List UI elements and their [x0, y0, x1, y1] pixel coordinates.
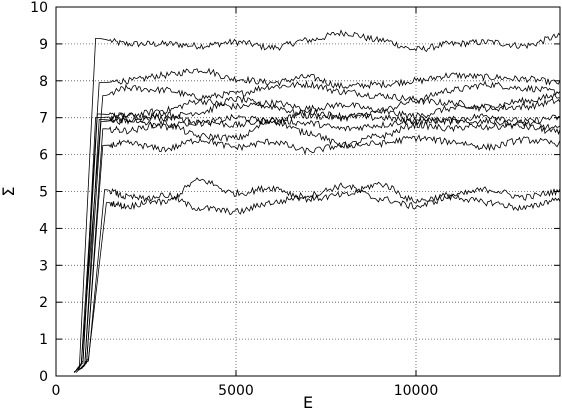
y-axis-label: Σ	[0, 186, 18, 196]
x-tick-label: 10000	[394, 383, 439, 399]
y-tick-label: 10	[30, 0, 48, 16]
x-tick-label: 0	[52, 383, 61, 399]
ticks	[55, 6, 560, 377]
tick-labels: 0 1 2 3 4 5 6 7 8 9 10 0 5000 10000	[30, 0, 438, 399]
y-tick-label: 0	[39, 369, 48, 385]
series-line	[75, 80, 561, 371]
series-line	[73, 67, 561, 372]
y-tick-label: 9	[39, 37, 48, 53]
y-tick-label: 7	[39, 111, 48, 127]
series-layer	[73, 29, 561, 373]
y-tick-label: 1	[39, 332, 48, 348]
y-tick-label: 3	[39, 258, 48, 274]
series-line	[77, 108, 561, 371]
series-line	[79, 115, 561, 369]
y-tick-label: 2	[39, 295, 48, 311]
series-line	[75, 97, 561, 373]
x-tick-label: 5000	[218, 383, 254, 399]
series-line	[79, 117, 561, 370]
series-line	[81, 134, 561, 369]
y-tick-label: 8	[39, 74, 48, 90]
y-tick-label: 5	[39, 185, 48, 201]
grid	[56, 7, 560, 376]
x-axis-label: E	[303, 393, 313, 410]
series-line	[74, 29, 561, 373]
series-line	[81, 177, 561, 369]
series-line	[82, 182, 561, 368]
y-tick-label: 6	[39, 148, 48, 164]
y-tick-label: 4	[39, 221, 48, 237]
series-line	[77, 92, 561, 369]
